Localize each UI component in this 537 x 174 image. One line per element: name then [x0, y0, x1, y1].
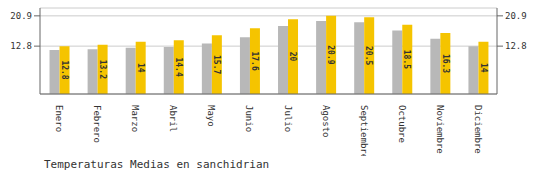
svg-text:Enero: Enero — [54, 105, 64, 132]
svg-text:14.4: 14.4 — [174, 57, 183, 76]
svg-text:Noviembre: Noviembre — [435, 105, 445, 154]
svg-text:18.5: 18.5 — [402, 50, 411, 69]
svg-text:Junio: Junio — [244, 105, 254, 132]
svg-text:Septiembre: Septiembre — [359, 105, 369, 156]
svg-text:17.6: 17.6 — [250, 51, 259, 70]
svg-text:Mayo: Mayo — [206, 105, 216, 127]
svg-text:20.9: 20.9 — [10, 11, 32, 21]
svg-text:12.8: 12.8 — [505, 41, 527, 51]
svg-text:20: 20 — [288, 52, 297, 62]
svg-text:Diciembre: Diciembre — [473, 105, 483, 154]
svg-text:20.9: 20.9 — [505, 11, 527, 21]
svg-text:16.3: 16.3 — [441, 54, 450, 73]
svg-text:Octubre: Octubre — [397, 105, 407, 143]
svg-text:14: 14 — [136, 63, 145, 73]
svg-text:Abril: Abril — [168, 105, 178, 132]
svg-text:Marzo: Marzo — [130, 105, 140, 132]
svg-text:20.9: 20.9 — [326, 45, 335, 64]
svg-text:13.2: 13.2 — [98, 60, 107, 79]
html-text:Temperaturas Medias en sanchid: Temperaturas Medias en sanchidrian — [44, 158, 270, 171]
svg-text:12.8: 12.8 — [10, 41, 32, 51]
svg-text:Agosto: Agosto — [321, 105, 331, 138]
svg-text:Febrero: Febrero — [92, 105, 102, 143]
svg-text:14: 14 — [479, 63, 488, 73]
svg-text:15.7: 15.7 — [212, 55, 221, 74]
svg-text:Julio: Julio — [283, 105, 293, 132]
svg-text:20.5: 20.5 — [364, 46, 373, 65]
svg-text:12.8: 12.8 — [60, 60, 69, 79]
